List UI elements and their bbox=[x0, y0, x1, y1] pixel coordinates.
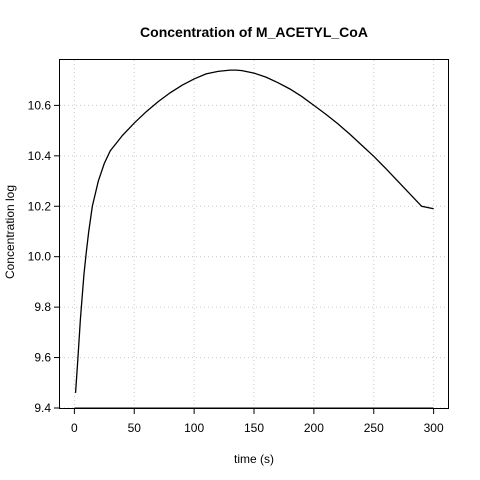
x-tick-label: 100 bbox=[184, 421, 204, 435]
chart-title: Concentration of M_ACETYL_CoA bbox=[140, 24, 368, 40]
x-axis: 0 50 100 150 200 250 300 bbox=[71, 408, 444, 435]
x-tick-label: 50 bbox=[128, 421, 142, 435]
y-tick-label: 10.4 bbox=[28, 149, 52, 163]
x-tick-label: 150 bbox=[244, 421, 264, 435]
y-tick-label: 10.0 bbox=[28, 250, 52, 264]
y-tick-label: 10.2 bbox=[28, 199, 52, 213]
y-tick-label: 10.6 bbox=[28, 98, 52, 112]
y-tick-label: 9.4 bbox=[34, 401, 51, 415]
y-axis-label: Concentration log bbox=[3, 185, 17, 279]
series-line bbox=[76, 70, 434, 393]
y-tick-label: 9.6 bbox=[34, 351, 51, 365]
x-tick-label: 200 bbox=[304, 421, 324, 435]
x-tick-label: 300 bbox=[424, 421, 444, 435]
grid-layer bbox=[60, 60, 448, 408]
y-axis: 9.4 9.6 9.8 10.0 10.2 10.4 10.6 bbox=[28, 98, 60, 415]
x-axis-label: time (s) bbox=[234, 452, 274, 466]
x-tick-label: 250 bbox=[364, 421, 384, 435]
y-tick-label: 9.8 bbox=[34, 300, 51, 314]
x-tick-label: 0 bbox=[71, 421, 78, 435]
series-layer bbox=[76, 70, 434, 393]
